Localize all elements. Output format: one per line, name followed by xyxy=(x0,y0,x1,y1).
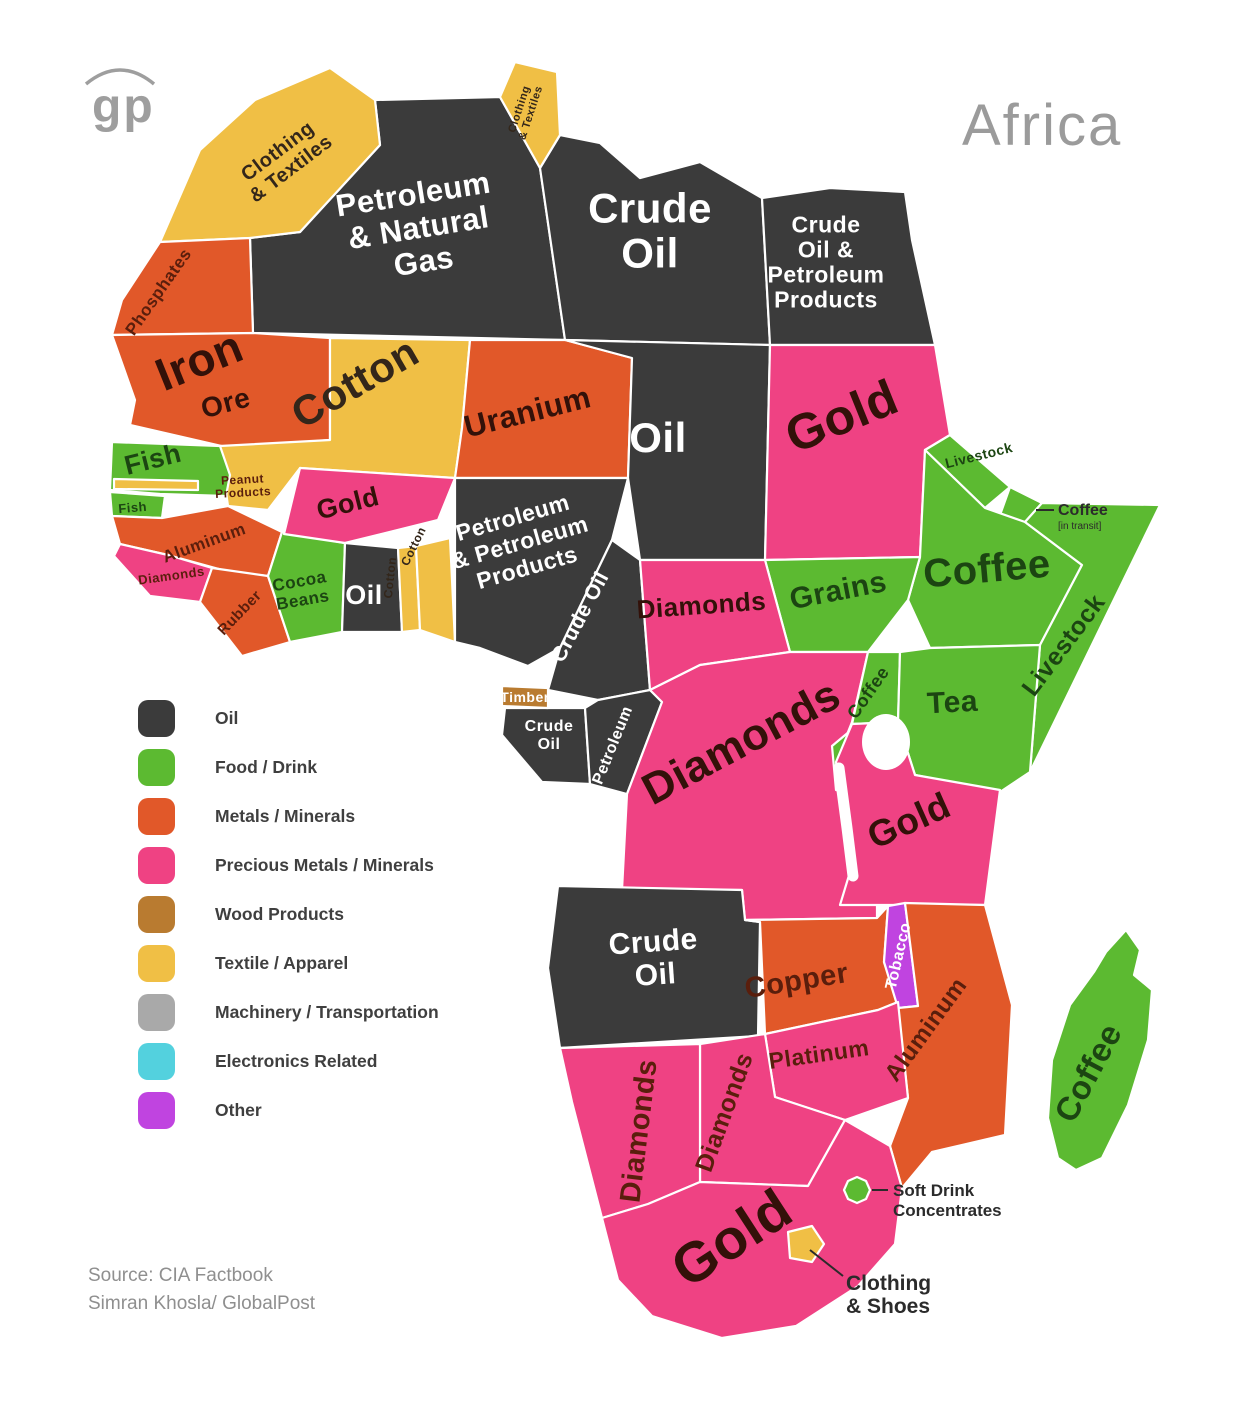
legend-label: Other xyxy=(215,1100,262,1120)
food-swatch-icon xyxy=(138,749,175,786)
djibouti-coffee-text: Coffee xyxy=(1058,502,1108,519)
region-south-africa xyxy=(600,1118,904,1340)
callout-annotations: Coffee [in transit] Soft DrinkConcentrates… xyxy=(809,502,1108,1318)
region-kenya xyxy=(896,643,1042,794)
source-line-1: Source: CIA Factbook xyxy=(88,1265,273,1286)
label-guinea-bissau: Fish xyxy=(118,499,148,516)
oil-swatch-icon xyxy=(138,700,175,737)
legend-label: Oil xyxy=(215,708,239,728)
region-swaziland xyxy=(842,1175,872,1205)
label-gabon: Crude Oil xyxy=(525,718,574,753)
region-equatorial-guinea xyxy=(500,684,550,710)
legend-item-precious: Precious Metals / Minerals xyxy=(138,841,439,890)
label-algeria: Petroleum& NaturalGas xyxy=(333,165,503,291)
legend-label: Metals / Minerals xyxy=(215,806,356,826)
legend-label: Machinery / Transportation xyxy=(215,1002,439,1022)
region-nigeria xyxy=(453,476,630,668)
wood-swatch-icon xyxy=(138,896,175,933)
legend-item-food: Food / Drink xyxy=(138,743,439,792)
legend-item-wood: Wood Products xyxy=(138,890,439,939)
logo-text: gp xyxy=(92,80,155,133)
precious-swatch-icon xyxy=(138,847,175,884)
legend-label: Wood Products xyxy=(215,904,344,924)
swaziland-softdrink-text: Concentrates xyxy=(893,1201,1002,1220)
legend-label: Precious Metals / Minerals xyxy=(215,855,434,875)
legend-label: Textile / Apparel xyxy=(215,953,349,973)
djibouti-coffee-text: [in transit] xyxy=(1058,521,1102,532)
legend-item-textile: Textile / Apparel xyxy=(138,939,439,988)
lake-tanganyika xyxy=(833,762,859,882)
label-egypt: Crude Oil & Petroleum Products xyxy=(768,212,885,313)
legend-item-machinery: Machinery / Transportation xyxy=(138,988,439,1037)
other-swatch-icon xyxy=(138,1092,175,1129)
source-line-2: Simran Khosla/ GlobalPost xyxy=(88,1293,316,1314)
legend-label: Food / Drink xyxy=(215,757,318,777)
region-madagascar xyxy=(1046,928,1154,1172)
source-credit: Source: CIA Factbook Simran Khosla/ Glob… xyxy=(88,1262,315,1318)
label-angola: CrudeOil xyxy=(608,922,702,994)
globalpost-logo: gp xyxy=(78,64,162,139)
page-title: Africa xyxy=(962,93,1123,158)
region-tunisia xyxy=(498,60,562,170)
legend-item-metals: Metals / Minerals xyxy=(138,792,439,841)
lake-victoria xyxy=(862,714,910,770)
electronics-swatch-icon xyxy=(138,1043,175,1080)
legend-label: Electronics Related xyxy=(215,1051,378,1071)
lesotho-clothing-line xyxy=(809,1249,844,1277)
label-gambia: PeanutProducts xyxy=(214,471,271,501)
textile-swatch-icon xyxy=(138,945,175,982)
lakes xyxy=(833,714,910,882)
legend: Oil Food / Drink Metals / Minerals Precious… xyxy=(138,694,439,1135)
label-equatorial-guinea: Timber xyxy=(500,689,549,705)
lesotho-clothing-text: & Shoes xyxy=(846,1295,930,1318)
lesotho-clothing-text: Clothing xyxy=(846,1272,931,1295)
region-gambia xyxy=(112,477,200,492)
swaziland-softdrink-text: Soft Drink xyxy=(893,1181,975,1200)
label-chad: Oil xyxy=(629,414,687,461)
legend-item-electronics: Electronics Related xyxy=(138,1037,439,1086)
label-ghana: Oil xyxy=(345,580,383,610)
region-gabon xyxy=(500,706,592,786)
label-libya: Crude Oil xyxy=(588,185,712,277)
machinery-swatch-icon xyxy=(138,994,175,1031)
label-kenya: Tea xyxy=(926,685,979,721)
metals-swatch-icon xyxy=(138,798,175,835)
legend-item-oil: Oil xyxy=(138,694,439,743)
region-angola xyxy=(546,884,762,1050)
legend-item-other: Other xyxy=(138,1086,439,1135)
region-burkina-faso xyxy=(282,466,457,545)
country-regions xyxy=(108,60,1162,1340)
label-togo: Cotton xyxy=(381,556,399,599)
logo-arc-icon xyxy=(84,68,156,86)
